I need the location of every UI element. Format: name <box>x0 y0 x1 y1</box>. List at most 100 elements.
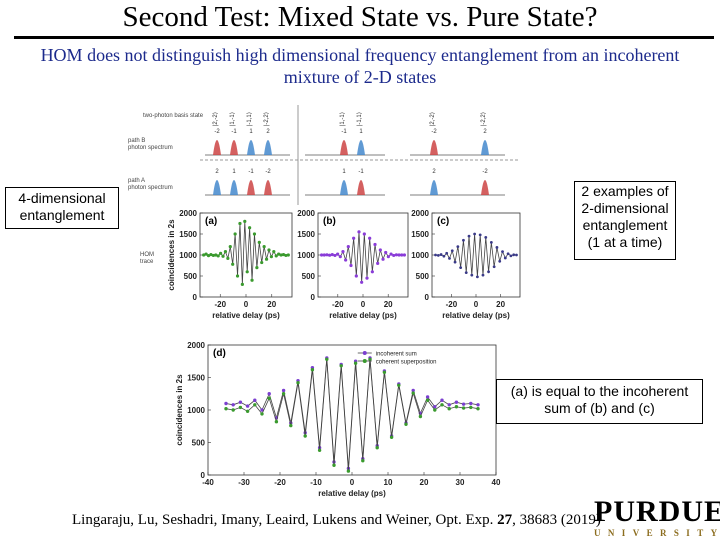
data-point <box>279 253 283 257</box>
slide-title: Second Test: Mixed State vs. Pure State? <box>122 1 598 33</box>
x-tick-label: -20 <box>332 300 344 309</box>
data-point <box>255 266 259 270</box>
spectrum-diagram: two-photon basis state path B photon spe… <box>128 105 520 265</box>
data-point <box>461 406 466 410</box>
ket-label: |-2,2⟩ <box>263 112 270 126</box>
y-tick-label: 500 <box>184 272 198 281</box>
data-point <box>394 253 398 257</box>
panel-label: (c) <box>437 216 449 227</box>
data-point <box>269 255 273 259</box>
data-point <box>445 251 449 255</box>
data-point <box>296 381 300 385</box>
data-point <box>447 403 451 407</box>
x-tick-label: 0 <box>361 300 366 309</box>
data-point <box>248 226 252 230</box>
data-point <box>243 219 247 223</box>
legend-entry: incoherent sum <box>376 352 417 358</box>
y-tick-label: 1000 <box>297 251 315 260</box>
data-point <box>447 407 451 411</box>
data-point <box>253 403 257 407</box>
data-point <box>281 392 286 396</box>
data-point <box>484 235 488 239</box>
data-point <box>450 249 454 253</box>
data-point <box>245 404 250 408</box>
data-point <box>238 405 243 410</box>
data-point <box>289 423 293 428</box>
path-a-number: -1 <box>358 169 364 175</box>
data-point <box>202 253 206 257</box>
chart-panels: 2000 1500 1000 500 0 -20 0 20 relative delay (ps… <box>167 209 521 498</box>
data-point <box>257 240 261 244</box>
path-b-number: 2 <box>266 129 270 135</box>
spectrum-peak <box>213 180 221 195</box>
data-point <box>223 250 228 254</box>
data-point <box>303 434 307 438</box>
data-point <box>503 256 507 260</box>
x-tick-label: 20 <box>420 478 429 487</box>
y-tick-label: 2000 <box>179 209 197 218</box>
data-point <box>219 251 223 255</box>
spectrum-peak <box>213 140 221 155</box>
y-tick-label: 2000 <box>187 341 205 350</box>
data-point <box>376 261 380 265</box>
path-a-number: 2 <box>432 169 436 175</box>
y-axis-label: coincidences in 2s <box>175 374 184 446</box>
panel-label: (b) <box>323 216 336 227</box>
data-point <box>370 270 374 274</box>
data-point <box>378 248 382 252</box>
data-point <box>434 253 437 257</box>
x-tick-label: 20 <box>384 300 393 309</box>
data-point <box>469 405 473 410</box>
path-a-number: -2 <box>265 169 271 175</box>
data-point <box>245 409 250 413</box>
data-point <box>389 252 393 256</box>
data-point <box>411 391 415 395</box>
data-point <box>470 273 474 277</box>
data-point <box>501 250 504 254</box>
data-point <box>231 403 235 407</box>
data-point <box>436 254 440 257</box>
data-point <box>442 254 446 258</box>
data-point <box>332 463 336 467</box>
data-point <box>267 248 271 252</box>
series-line <box>321 231 405 283</box>
y-tick-label: 1500 <box>297 230 315 239</box>
data-point <box>433 405 437 409</box>
data-point <box>272 250 276 254</box>
data-point <box>492 265 496 269</box>
slide-subtitle: HOM does not distinguish high dimensiona… <box>40 45 680 87</box>
data-point <box>253 398 257 402</box>
data-point <box>325 357 329 361</box>
citation-authors: Lingaraju, Lu, Seshadri, Imany, Leaird, … <box>72 512 498 528</box>
data-point <box>322 253 326 257</box>
x-tick-label: 20 <box>267 300 276 309</box>
data-point <box>264 257 269 261</box>
data-point <box>459 266 463 269</box>
x-tick-label: 0 <box>244 300 249 309</box>
path-a-label: path A <box>128 178 145 184</box>
data-point <box>233 232 237 236</box>
data-point <box>425 398 430 402</box>
legend-entry: coherent superposition <box>376 360 437 366</box>
data-point <box>475 275 479 279</box>
data-point <box>211 253 215 258</box>
x-axis-label: relative delay (ps) <box>212 311 280 320</box>
path-b-number: -1 <box>341 129 347 135</box>
right-callout: 2 examples of 2-dimensional entanglement… <box>574 181 676 260</box>
path-a-number: 2 <box>215 169 219 175</box>
y-tick-label: 1000 <box>187 406 205 415</box>
data-point <box>224 407 228 411</box>
y-tick-label: 2000 <box>297 209 315 218</box>
y-tick-label: 1000 <box>179 251 197 260</box>
data-point <box>360 280 364 284</box>
data-point <box>339 364 343 368</box>
data-point <box>238 221 242 226</box>
x-tick-label: -20 <box>446 300 458 309</box>
path-b-number: 2 <box>483 129 487 135</box>
y-tick-label: 0 <box>193 293 198 302</box>
data-point <box>375 446 379 450</box>
data-point <box>286 253 290 257</box>
path-a-number: -2 <box>482 169 488 175</box>
bottom-callout: (a) is equal to the incoherent sum of (b… <box>496 379 703 424</box>
